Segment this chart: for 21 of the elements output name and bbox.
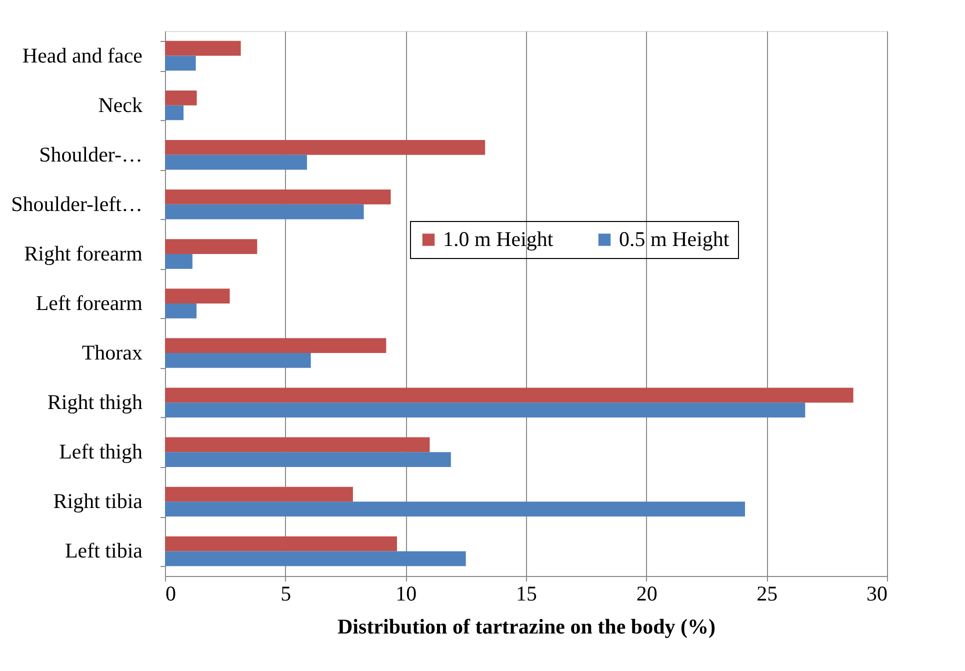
x-tick-label: 30	[866, 582, 888, 606]
y-tick-label: Left thigh	[59, 440, 143, 464]
y-tick-label: Left forearm	[36, 291, 142, 315]
y-tick-label: Right tibia	[53, 489, 144, 514]
y-tick-label: Right forearm	[24, 241, 142, 266]
y-tick-label: Right thigh	[47, 390, 143, 414]
y-tick-label: Head and face	[22, 43, 142, 68]
legend-label: 1.0 m Height	[443, 226, 554, 251]
y-tick-label: Left tibia	[64, 538, 144, 563]
x-tick-label: 0	[166, 582, 176, 606]
y-tick-label: Neck	[98, 92, 143, 117]
x-tick-label: 5	[280, 582, 292, 606]
x-tick-label: 10	[396, 582, 417, 606]
x-axis-title: Distribution of tartrazine on the body (%)	[338, 614, 716, 638]
y-tick-label: Shoulder-left…	[11, 192, 142, 216]
x-tick-label: 25	[756, 582, 778, 606]
x-tick-label: 15	[516, 582, 537, 606]
x-tick-label: 20	[636, 582, 658, 606]
y-tick-label: Shoulder-…	[39, 142, 142, 166]
y-tick-label: Thorax	[82, 340, 143, 365]
legend-label: 0.5 m Height	[619, 226, 730, 251]
